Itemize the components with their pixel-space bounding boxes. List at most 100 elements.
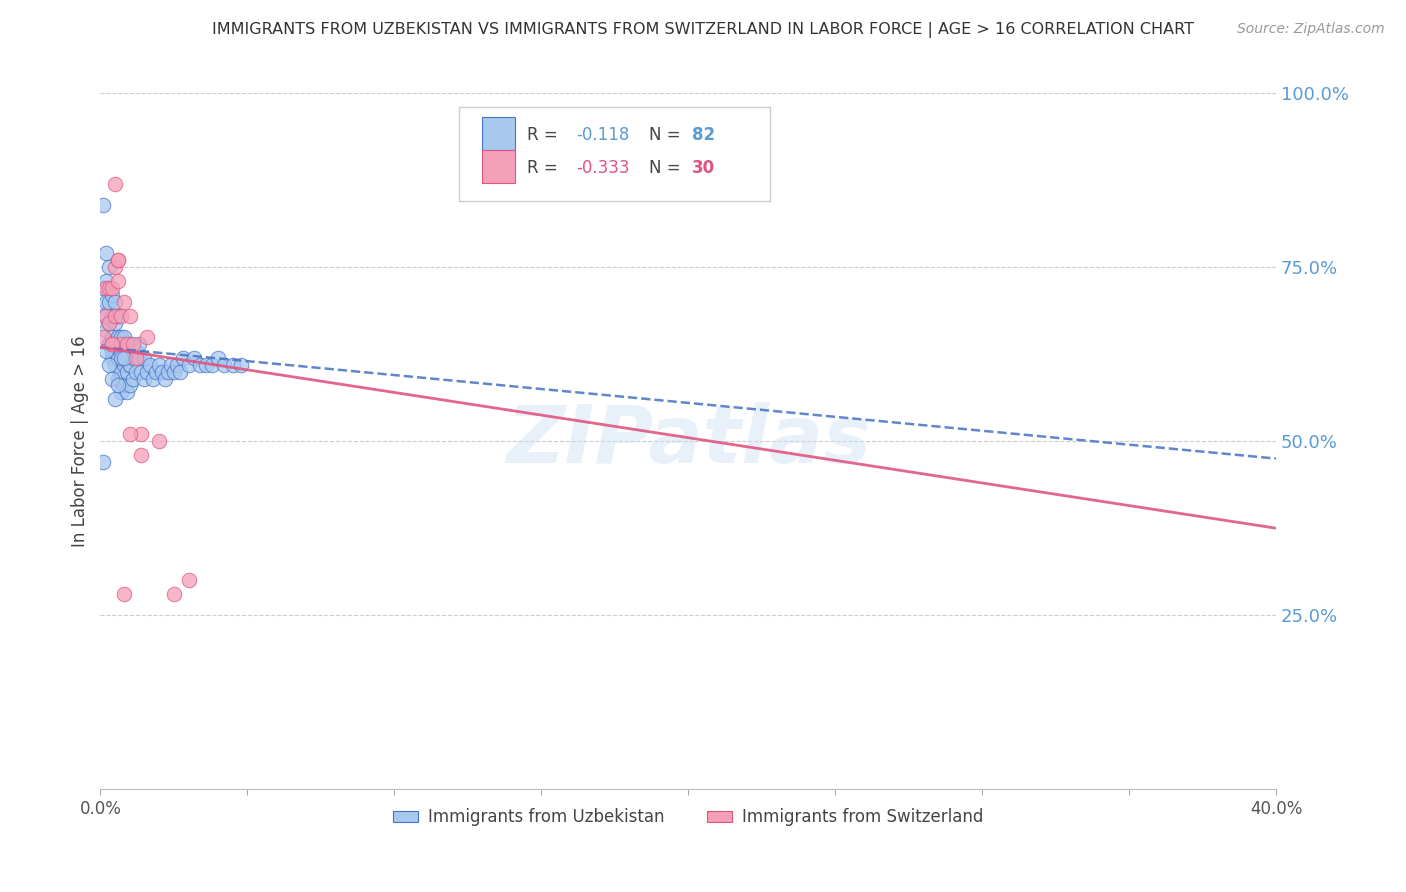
Point bbox=[134, 351, 156, 365]
Point bbox=[112, 378, 135, 392]
Point bbox=[104, 309, 127, 323]
Point bbox=[150, 365, 173, 379]
Point bbox=[124, 365, 146, 379]
Point bbox=[107, 330, 129, 344]
Point bbox=[148, 358, 170, 372]
Text: R =: R = bbox=[527, 160, 558, 178]
Point bbox=[183, 351, 205, 365]
Point bbox=[98, 316, 121, 330]
Point bbox=[101, 371, 124, 385]
Point bbox=[91, 281, 114, 295]
Point bbox=[124, 351, 146, 365]
Legend: Immigrants from Uzbekistan, Immigrants from Switzerland: Immigrants from Uzbekistan, Immigrants f… bbox=[387, 802, 990, 833]
Point bbox=[91, 455, 114, 469]
Point bbox=[107, 309, 129, 323]
Point bbox=[110, 336, 132, 351]
Point bbox=[115, 365, 138, 379]
Point bbox=[177, 358, 200, 372]
Point bbox=[98, 358, 121, 372]
Text: IMMIGRANTS FROM UZBEKISTAN VS IMMIGRANTS FROM SWITZERLAND IN LABOR FORCE | AGE >: IMMIGRANTS FROM UZBEKISTAN VS IMMIGRANTS… bbox=[212, 22, 1194, 38]
Point bbox=[207, 351, 229, 365]
Point bbox=[101, 281, 124, 295]
Point bbox=[118, 427, 141, 442]
Point bbox=[101, 309, 124, 323]
Point bbox=[101, 351, 124, 365]
Point bbox=[195, 358, 218, 372]
Point bbox=[177, 574, 200, 588]
Point bbox=[201, 358, 224, 372]
Point bbox=[231, 358, 253, 372]
Y-axis label: In Labor Force | Age > 16: In Labor Force | Age > 16 bbox=[72, 335, 89, 547]
Point bbox=[121, 371, 143, 385]
Point bbox=[104, 260, 127, 275]
Point bbox=[96, 274, 118, 288]
Point bbox=[131, 427, 153, 442]
Point bbox=[98, 281, 121, 295]
Text: R =: R = bbox=[527, 126, 558, 144]
Point bbox=[163, 365, 186, 379]
Point bbox=[96, 323, 118, 337]
Point bbox=[104, 358, 127, 372]
Point bbox=[136, 330, 159, 344]
Point bbox=[96, 246, 118, 260]
Point bbox=[166, 358, 188, 372]
Point bbox=[169, 365, 191, 379]
Point bbox=[104, 316, 127, 330]
Text: ZIPatlas: ZIPatlas bbox=[506, 402, 870, 480]
Point bbox=[124, 343, 146, 358]
Point bbox=[110, 343, 132, 358]
Point bbox=[131, 448, 153, 462]
Point bbox=[98, 295, 121, 310]
Point bbox=[110, 365, 132, 379]
Point bbox=[128, 351, 150, 365]
Point bbox=[160, 358, 183, 372]
Point bbox=[107, 253, 129, 268]
Point bbox=[156, 365, 179, 379]
Point bbox=[101, 343, 124, 358]
Point bbox=[96, 281, 118, 295]
Point bbox=[107, 378, 129, 392]
Point bbox=[115, 385, 138, 400]
Point bbox=[104, 336, 127, 351]
Point bbox=[118, 378, 141, 392]
Point bbox=[110, 330, 132, 344]
FancyBboxPatch shape bbox=[482, 117, 516, 150]
Point bbox=[104, 343, 127, 358]
Point bbox=[148, 434, 170, 449]
Point bbox=[110, 385, 132, 400]
Point bbox=[96, 343, 118, 358]
Point bbox=[104, 392, 127, 407]
Point bbox=[112, 295, 135, 310]
Point bbox=[619, 177, 641, 191]
Point bbox=[172, 351, 194, 365]
Point bbox=[101, 288, 124, 302]
Point bbox=[104, 309, 127, 323]
Point bbox=[107, 351, 129, 365]
Point bbox=[134, 371, 156, 385]
Point bbox=[107, 274, 129, 288]
Point bbox=[104, 177, 127, 191]
Point bbox=[91, 197, 114, 211]
Point bbox=[112, 587, 135, 601]
Point bbox=[136, 365, 159, 379]
Text: -0.333: -0.333 bbox=[576, 160, 630, 178]
Point bbox=[112, 336, 135, 351]
Point bbox=[104, 295, 127, 310]
Point bbox=[91, 330, 114, 344]
Point bbox=[91, 309, 114, 323]
Text: N =: N = bbox=[650, 126, 681, 144]
Point bbox=[163, 587, 186, 601]
Point bbox=[121, 336, 143, 351]
Point bbox=[110, 351, 132, 365]
Point bbox=[110, 309, 132, 323]
Point bbox=[98, 336, 121, 351]
Text: 30: 30 bbox=[692, 160, 714, 178]
Point bbox=[112, 351, 135, 365]
Point bbox=[101, 336, 124, 351]
Point bbox=[118, 309, 141, 323]
Point bbox=[128, 336, 150, 351]
Point bbox=[139, 358, 162, 372]
Point bbox=[107, 253, 129, 268]
Point bbox=[112, 358, 135, 372]
Point bbox=[107, 371, 129, 385]
